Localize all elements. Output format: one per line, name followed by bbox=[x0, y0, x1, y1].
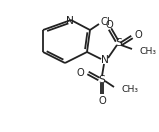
Text: Cl: Cl bbox=[100, 17, 110, 27]
Text: S: S bbox=[99, 75, 105, 85]
Text: CH₃: CH₃ bbox=[140, 46, 157, 55]
Text: O: O bbox=[76, 68, 84, 78]
Text: CH₃: CH₃ bbox=[122, 84, 139, 93]
Text: N: N bbox=[66, 16, 74, 26]
Text: O: O bbox=[105, 20, 113, 30]
Text: O: O bbox=[134, 30, 142, 40]
Text: S: S bbox=[116, 38, 122, 48]
Text: N: N bbox=[101, 55, 109, 65]
Text: O: O bbox=[98, 96, 106, 106]
